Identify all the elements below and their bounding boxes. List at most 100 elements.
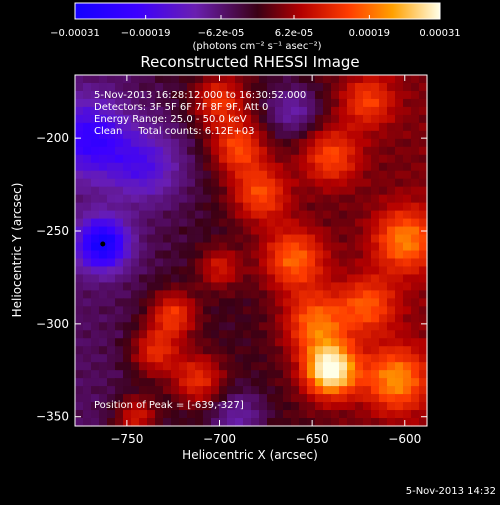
heatmap-cell: [339, 194, 348, 204]
heatmap-cell: [179, 354, 188, 363]
heatmap-cell: [99, 266, 108, 276]
heatmap-cell: [323, 186, 332, 196]
heatmap-cell: [115, 386, 124, 395]
heatmap-cell: [171, 170, 180, 180]
heatmap-cell: [131, 394, 140, 403]
heatmap-cell: [315, 226, 324, 236]
heatmap-cell: [387, 346, 396, 355]
heatmap-cell: [387, 138, 396, 148]
heatmap-cell: [83, 234, 92, 244]
heatmap-cell: [379, 386, 388, 395]
heatmap-cell: [411, 98, 420, 108]
heatmap-cell: [75, 258, 84, 268]
heatmap-cell: [403, 234, 412, 244]
heatmap-cell: [155, 346, 164, 355]
heatmap-cell: [395, 130, 404, 140]
heatmap-cell: [315, 178, 324, 188]
heatmap-cell: [171, 322, 180, 331]
heatmap-cell: [219, 194, 228, 204]
heatmap-cell: [275, 242, 284, 252]
heatmap-cell: [387, 394, 396, 403]
heatmap-cell: [83, 138, 92, 148]
heatmap-cell: [323, 370, 332, 379]
heatmap-cell: [267, 194, 276, 204]
heatmap-cell: [139, 202, 148, 212]
heatmap-cell: [395, 250, 404, 260]
heatmap-cell: [379, 410, 388, 419]
heatmap-cell: [411, 162, 420, 172]
heatmap-cell: [355, 266, 364, 276]
heatmap-cell: [243, 82, 252, 92]
heatmap-cell: [379, 290, 388, 299]
heatmap-cell: [155, 274, 164, 284]
heatmap-cell: [307, 178, 316, 188]
heatmap-cell: [347, 210, 356, 220]
heatmap-cell: [195, 266, 204, 276]
heatmap-cell: [115, 378, 124, 387]
heatmap-cell: [171, 258, 180, 268]
heatmap-cell: [331, 106, 340, 116]
heatmap-cell: [235, 234, 244, 244]
heatmap-cell: [307, 354, 316, 363]
heatmap-cell: [419, 202, 428, 212]
colorbar-unit-label: (photons cm⁻² s⁻¹ asec⁻²): [192, 41, 321, 52]
heatmap-cell: [419, 210, 428, 220]
heatmap-cell: [227, 274, 236, 284]
heatmap-cell: [355, 114, 364, 124]
heatmap-cell: [163, 306, 172, 315]
heatmap-cell: [107, 314, 116, 323]
heatmap-cell: [123, 274, 132, 284]
heatmap-cell: [179, 138, 188, 148]
heatmap-cell: [339, 170, 348, 180]
heatmap-cell: [371, 138, 380, 148]
heatmap-cell: [251, 298, 260, 307]
heatmap-cell: [283, 170, 292, 180]
heatmap-cell: [107, 386, 116, 395]
heatmap-cell: [91, 354, 100, 363]
heatmap-cell: [403, 274, 412, 284]
heatmap-cell: [251, 106, 260, 116]
heatmap-cell: [107, 202, 116, 212]
heatmap-cell: [331, 418, 340, 427]
heatmap-cell: [347, 322, 356, 331]
heatmap-cell: [307, 410, 316, 419]
heatmap-cell: [259, 162, 268, 172]
heatmap-cell: [187, 338, 196, 347]
heatmap-cell: [227, 242, 236, 252]
heatmap-cell: [195, 386, 204, 395]
heatmap-cell: [123, 130, 132, 140]
heatmap-cell: [267, 266, 276, 276]
heatmap-cell: [115, 322, 124, 331]
heatmap-cell: [251, 290, 260, 299]
heatmap-cell: [299, 106, 308, 116]
heatmap-cell: [187, 282, 196, 291]
heatmap-cell: [203, 130, 212, 140]
heatmap-cell: [179, 362, 188, 371]
heatmap-cell: [163, 418, 172, 427]
colorbar-tick-label: −0.00031: [50, 28, 100, 39]
heatmap-cell: [275, 298, 284, 307]
heatmap-cell: [283, 154, 292, 164]
heatmap-cell: [347, 130, 356, 140]
heatmap-cell: [243, 330, 252, 339]
heatmap-cell: [323, 226, 332, 236]
heatmap-cell: [243, 378, 252, 387]
heatmap-cell: [283, 418, 292, 427]
heatmap-cell: [235, 394, 244, 403]
heatmap-cell: [283, 75, 292, 84]
heatmap-cell: [203, 242, 212, 252]
heatmap-cell: [99, 402, 108, 411]
heatmap-cell: [123, 178, 132, 188]
heatmap-cell: [323, 338, 332, 347]
heatmap-cell: [299, 354, 308, 363]
heatmap-cell: [235, 290, 244, 299]
heatmap-cell: [299, 394, 308, 403]
heatmap-cell: [163, 226, 172, 236]
heatmap-cell: [131, 418, 140, 427]
heatmap-cell: [99, 234, 108, 244]
heatmap-cell: [75, 82, 84, 92]
heatmap-cell: [219, 146, 228, 156]
heatmap-cell: [347, 306, 356, 315]
heatmap-cell: [379, 314, 388, 323]
heatmap-cell: [395, 186, 404, 196]
